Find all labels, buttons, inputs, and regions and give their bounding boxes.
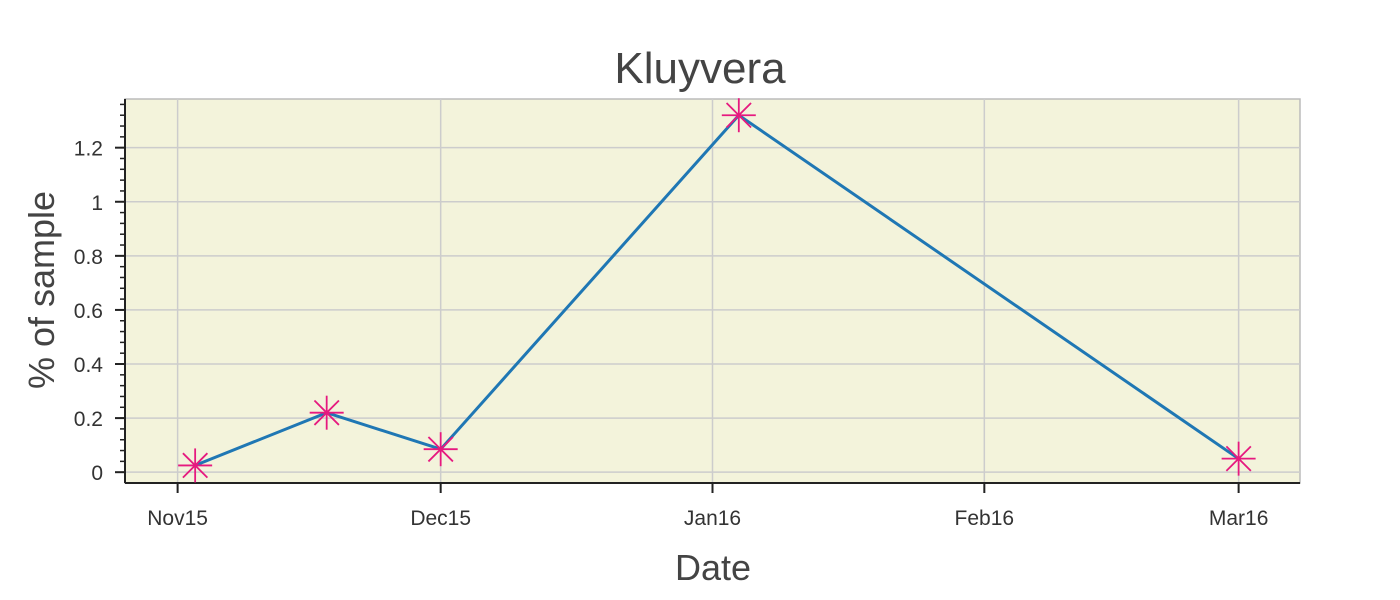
series-markers bbox=[178, 98, 1256, 483]
data-point-marker bbox=[309, 395, 344, 430]
x-tick-label: Dec15 bbox=[410, 507, 471, 530]
y-tick-label: 1 bbox=[91, 192, 103, 215]
x-tick-label: Jan16 bbox=[684, 507, 741, 530]
data-point-marker bbox=[1221, 441, 1256, 476]
data-point-marker bbox=[178, 448, 213, 483]
x-axis-ticks: Nov15 Dec15 Jan16 Feb16 Mar16 bbox=[147, 483, 1268, 530]
y-axis-ticks: 0 0.2 0.4 0.6 0.8 1 1.2 bbox=[74, 103, 125, 485]
y-axis-label: % of sample bbox=[21, 191, 62, 389]
x-tick-label: Feb16 bbox=[955, 507, 1015, 530]
chart-title: Kluyvera bbox=[614, 44, 786, 93]
y-tick-label: 0.2 bbox=[74, 408, 103, 431]
y-tick-label: 0.8 bbox=[74, 246, 103, 269]
data-point-marker bbox=[721, 98, 756, 133]
gridlines bbox=[125, 99, 1300, 483]
y-tick-label: 1.2 bbox=[74, 138, 103, 161]
y-tick-label: 0 bbox=[91, 462, 103, 485]
x-axis-label: Date bbox=[675, 547, 751, 588]
x-tick-label: Mar16 bbox=[1209, 507, 1269, 530]
y-tick-label: 0.4 bbox=[74, 354, 104, 377]
data-point-marker bbox=[423, 432, 458, 467]
y-tick-label: 0.6 bbox=[74, 300, 103, 323]
x-tick-label: Nov15 bbox=[147, 507, 208, 530]
